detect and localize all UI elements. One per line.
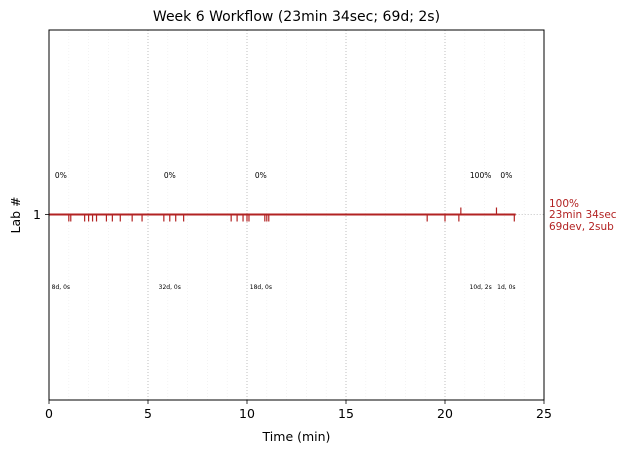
x-tick-label: 20	[437, 406, 453, 421]
x-tick-label: 15	[338, 406, 354, 421]
segment-count-label: 1d, 0s	[497, 284, 515, 291]
segment-progress-label: 0%	[164, 171, 176, 180]
segment-label-layer: 0% 8d, 0s 0% 32d, 0s 0% 18d, 0s 100% 10d, 2s 0% 1…	[52, 171, 516, 291]
segment-count-label: 18d, 0s	[250, 284, 272, 291]
segment-progress-label: 0%	[55, 171, 67, 180]
segment-count-label: 32d, 0s	[159, 284, 181, 291]
data-layer	[49, 207, 516, 222]
summary-progress: 100%	[549, 198, 579, 210]
chart-title: Week 6 Workflow (23min 34sec; 69d; 2s)	[153, 9, 440, 25]
y-axis-label: Lab #	[8, 196, 23, 233]
y-tick-label: 1	[33, 207, 41, 222]
x-tick-label: 5	[144, 406, 152, 421]
summary-label: 100% 23min 34sec 69dev, 2sub	[549, 198, 617, 233]
segment-progress-label: 0%	[500, 171, 512, 180]
segment-progress-label: 100%	[470, 171, 491, 180]
x-tick-label: 10	[239, 406, 255, 421]
summary-counts: 69dev, 2sub	[549, 221, 614, 233]
segment-progress-label: 0%	[255, 171, 267, 180]
x-tick-label: 0	[45, 406, 53, 421]
x-tick-label: 25	[536, 406, 552, 421]
plot-frame	[48, 29, 545, 401]
summary-duration: 23min 34sec	[549, 209, 617, 221]
segment-count-label: 10d, 2s	[470, 284, 492, 291]
segment-count-label: 8d, 0s	[52, 284, 70, 291]
x-axis-label: Time (min)	[262, 429, 331, 444]
axis-layer: 0 5 10 15 20 25 1	[33, 207, 552, 421]
